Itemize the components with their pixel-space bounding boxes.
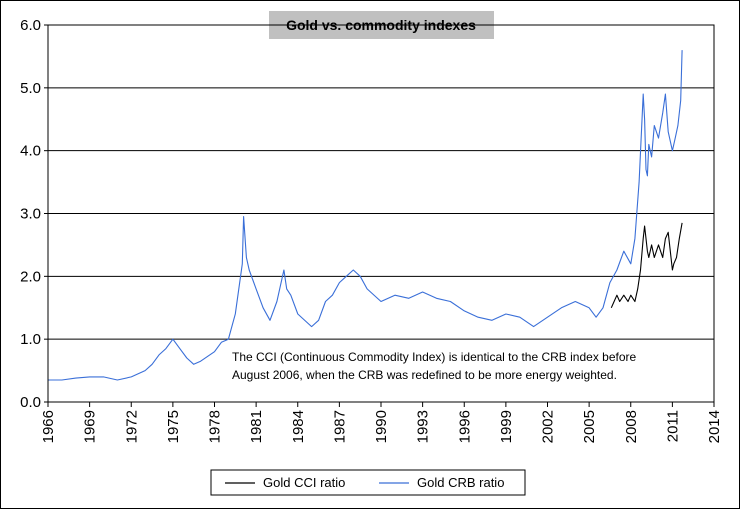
y-tick-label-3: 3.0 bbox=[20, 206, 41, 223]
y-tick-label-0: 0.0 bbox=[20, 394, 41, 411]
x-tick-label-1: 1969 bbox=[82, 410, 99, 443]
x-tick-label-3: 1975 bbox=[165, 410, 182, 443]
x-tick-label-14: 2008 bbox=[623, 410, 640, 443]
y-tick-label-5: 5.0 bbox=[20, 80, 41, 97]
x-tick-label-4: 1978 bbox=[207, 410, 224, 443]
legend-box bbox=[210, 469, 526, 496]
x-tick-label-16: 2014 bbox=[706, 410, 723, 443]
x-tick-label-8: 1990 bbox=[373, 410, 390, 443]
x-tick-label-0: 1966 bbox=[40, 410, 57, 443]
y-tick-label-2: 2.0 bbox=[20, 268, 41, 285]
y-tick-label-6: 6.0 bbox=[20, 17, 41, 34]
x-tick-label-10: 1996 bbox=[456, 410, 473, 443]
x-tick-label-12: 2002 bbox=[540, 410, 557, 443]
x-tick-label-2: 1972 bbox=[123, 410, 140, 443]
legend-label-crb: Gold CRB ratio bbox=[417, 475, 504, 490]
series-line-gold-crb-ratio bbox=[48, 50, 683, 381]
annotation-line-1: The CCI (Continuous Commodity Index) is … bbox=[232, 350, 637, 364]
x-tick-label-7: 1987 bbox=[331, 410, 348, 443]
y-tick-label-1: 1.0 bbox=[20, 331, 41, 348]
x-tick-label-9: 1993 bbox=[415, 410, 432, 443]
x-tick-label-5: 1981 bbox=[248, 410, 265, 443]
x-tick-label-11: 1999 bbox=[498, 410, 515, 443]
x-tick-label-15: 2011 bbox=[664, 410, 681, 442]
x-tick-label-13: 2005 bbox=[581, 410, 598, 443]
x-tick-label-6: 1984 bbox=[290, 410, 307, 443]
annotation-line-2: August 2006, when the CRB was redefined … bbox=[232, 368, 617, 382]
legend-label-cci: Gold CCI ratio bbox=[263, 475, 345, 490]
y-tick-label-4: 4.0 bbox=[20, 143, 41, 160]
series-line-gold-cci-ratio bbox=[610, 222, 683, 309]
